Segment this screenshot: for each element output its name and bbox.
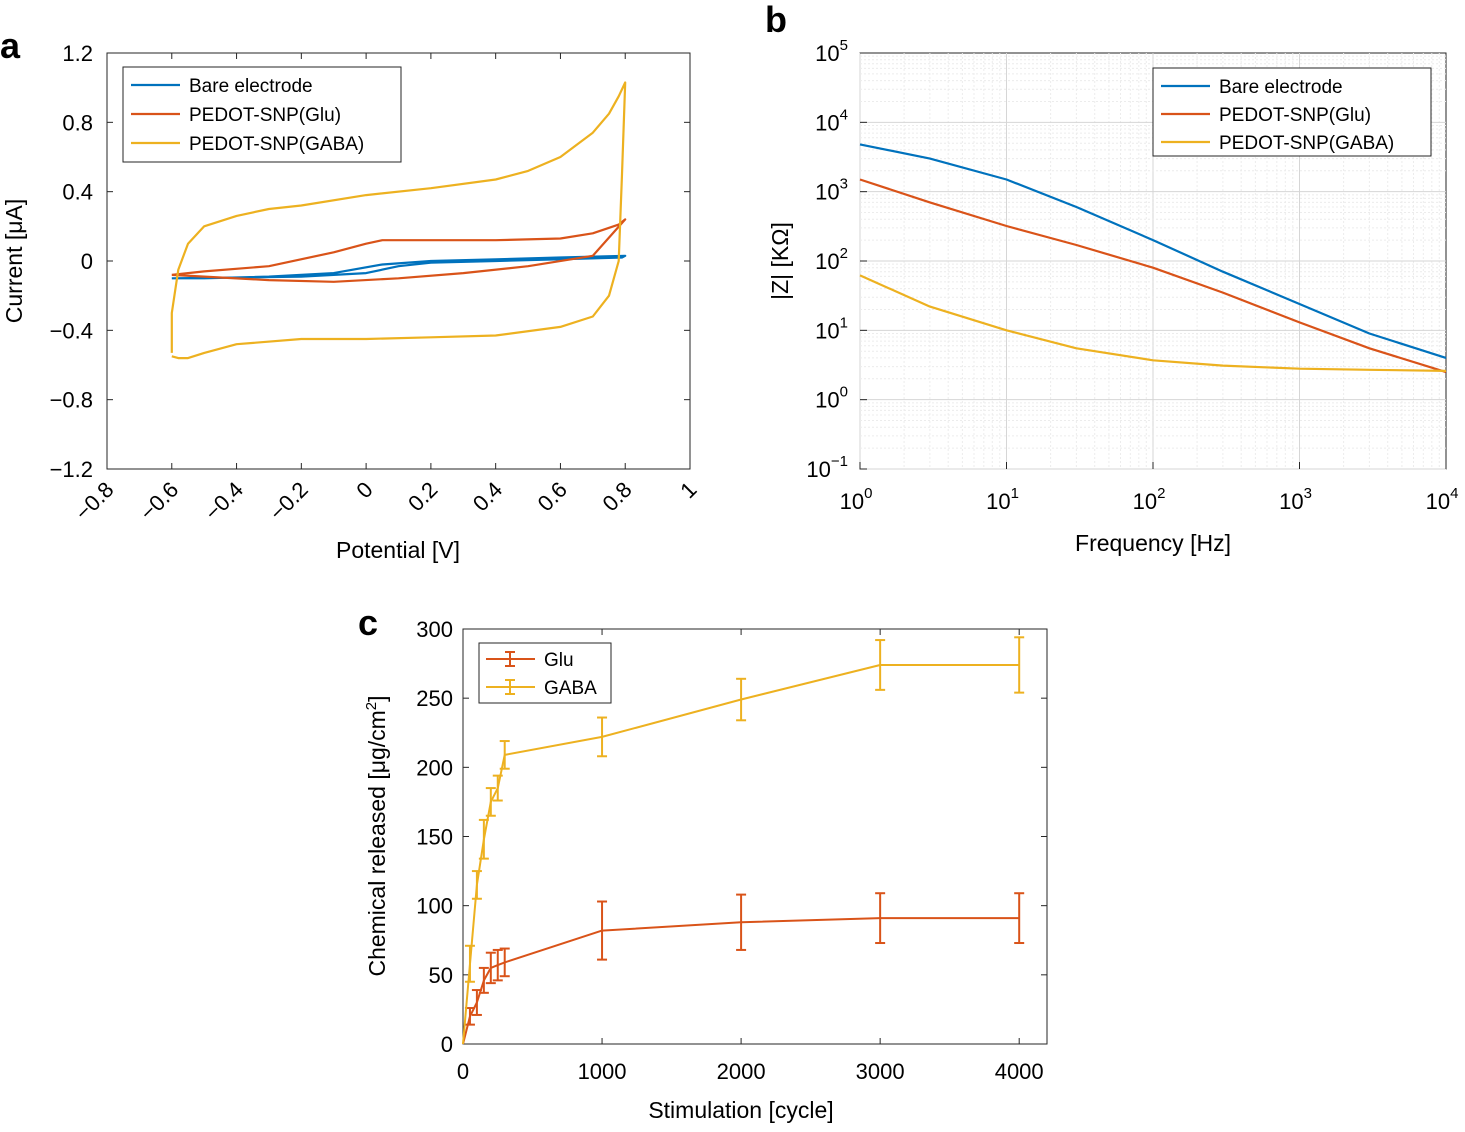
legend-entry-a-bare: Bare electrode (189, 76, 313, 97)
x-tick-label-b: 104 (1426, 485, 1459, 514)
axis-ticks-b: 100 101 102 103 104 10−1 100 101 102 103 104 105 (806, 37, 1458, 514)
series-lines-a (170, 81, 627, 360)
error-bar-c (499, 740, 510, 770)
panel-b: b 100 101 102 103 10410−1100101102103104105 … (765, 0, 1458, 556)
y-tick-label-a: 0.8 (62, 110, 93, 135)
error-bar-c (492, 948, 503, 982)
y-tick-label-b: 102 (815, 245, 848, 274)
legend-c: Glu GABA (478, 642, 612, 704)
y-tick-label-c: 300 (416, 617, 453, 642)
x-tick-label-a: −0.4 (200, 477, 248, 525)
y-tick-label-c: 200 (416, 755, 453, 780)
y-tick-label-b: 103 (815, 176, 848, 205)
y-tick-label-a: 1.2 (62, 41, 93, 66)
x-tick-label-a: 0.4 (468, 477, 507, 516)
series-line-b (859, 274, 1447, 372)
y-tick-label-b: 104 (815, 106, 848, 135)
x-tick-label-c: 4000 (995, 1059, 1044, 1084)
series-lines-b (859, 143, 1447, 374)
series-lines-c (462, 636, 1025, 1045)
series-line-b (859, 143, 1447, 359)
y-tick-label-c: 100 (416, 894, 453, 919)
error-bar-c (875, 892, 886, 945)
x-tick-label-a: −0.2 (264, 477, 312, 525)
y-tick-label-a: 0.4 (62, 180, 93, 205)
panel-a: a −0.8 −0.6 −0.4 −0.2 0 0.2 0.4 0.6 0.8 1−1.2−0.8… (0, 25, 702, 563)
x-tick-label-a: 0.8 (597, 477, 636, 516)
error-bar-c (471, 989, 482, 1016)
y-tick-label-c: 50 (429, 963, 453, 988)
y-tick-label-a: −1.2 (50, 457, 93, 482)
x-tick-label-b: 103 (1279, 485, 1312, 514)
error-bar-c (485, 787, 496, 817)
error-bar-c (464, 944, 475, 983)
legend-entry-c-glu: Glu (544, 650, 574, 671)
legend-entry-a-gaba: PEDOT-SNP(GABA) (189, 134, 364, 155)
x-tick-label-a: −0.8 (70, 477, 118, 525)
legend-entry-a-glu: PEDOT-SNP(Glu) (189, 105, 341, 126)
panel-c: c 0 1000 2000 3000 4000 0 50 100 150 200 250 300 St… (358, 602, 1048, 1123)
x-tick-label-a: 0 (351, 477, 377, 503)
legend-swatch-c-glu (486, 651, 535, 667)
y-tick-label-a: 0 (81, 249, 93, 274)
y-tick-label-a: −0.8 (50, 388, 93, 413)
error-bar-c (736, 893, 747, 951)
series-line-a (171, 218, 627, 283)
x-tick-label-b: 100 (840, 485, 873, 514)
y-axis-label-b: |Z| [KΩ] (767, 222, 793, 300)
error-bar-c (492, 774, 503, 802)
x-axis-label-b: Frequency [Hz] (1075, 530, 1231, 556)
y-tick-label-c: 0 (441, 1032, 453, 1057)
x-tick-label-a: 1 (675, 477, 701, 503)
x-tick-label-c: 2000 (717, 1059, 766, 1084)
legend-swatch-c-gaba (486, 679, 535, 695)
error-bar-c (478, 818, 489, 860)
x-tick-label-a: 0.6 (533, 477, 572, 516)
legend-box-c (478, 642, 612, 704)
y-tick-label-b: 100 (815, 384, 848, 413)
x-tick-label-a: 0.2 (403, 477, 442, 516)
legend-a: Bare electrode PEDOT-SNP(Glu) PEDOT-SNP(… (122, 66, 402, 163)
y-tick-label-c: 150 (416, 825, 453, 850)
error-bar-c (1014, 892, 1025, 945)
panel-label-a: a (0, 25, 21, 66)
x-tick-label-b: 101 (986, 485, 1019, 514)
series-line-b (859, 178, 1447, 374)
legend-entry-c-gaba: GABA (544, 678, 597, 699)
y-tick-label-b: 10−1 (806, 453, 848, 482)
y-tick-label-b: 101 (815, 314, 848, 343)
panel-label-c: c (358, 602, 378, 643)
legend-entry-b-glu: PEDOT-SNP(Glu) (1219, 105, 1371, 126)
legend-entry-b-gaba: PEDOT-SNP(GABA) (1219, 133, 1394, 154)
legend-b: Bare electrode PEDOT-SNP(Glu) PEDOT-SNP(… (1152, 67, 1432, 157)
legend-entry-b-bare: Bare electrode (1219, 77, 1343, 98)
error-bar-c (485, 951, 496, 985)
error-bar-c (597, 716, 608, 758)
axis-ticks-c: 0 1000 2000 3000 4000 0 50 100 150 200 250 300 (416, 617, 1047, 1084)
error-bar-c (471, 870, 482, 900)
panel-label-b: b (765, 0, 787, 40)
y-axis-label-a: Current [μA] (1, 199, 27, 323)
y-axis-label-c: Chemical released [μg/cm2] (363, 695, 390, 976)
x-tick-label-c: 0 (457, 1059, 469, 1084)
x-tick-label-a: −0.6 (135, 477, 183, 525)
error-bar-c (875, 639, 886, 691)
error-bar-c (736, 677, 747, 722)
x-tick-label-b: 102 (1133, 485, 1166, 514)
x-axis-label-a: Potential [V] (336, 537, 460, 563)
series-line-a (171, 254, 627, 280)
x-tick-label-c: 1000 (578, 1059, 627, 1084)
error-bar-c (499, 947, 510, 978)
series-line-a (170, 81, 627, 360)
error-bar-c (1014, 636, 1025, 694)
y-tick-label-a: −0.4 (50, 318, 93, 343)
error-bar-c (478, 966, 489, 994)
error-bar-c (597, 900, 608, 961)
y-tick-label-b: 105 (815, 37, 848, 66)
x-axis-label-c: Stimulation [cycle] (648, 1097, 833, 1123)
x-tick-label-c: 3000 (856, 1059, 905, 1084)
y-tick-label-c: 250 (416, 686, 453, 711)
